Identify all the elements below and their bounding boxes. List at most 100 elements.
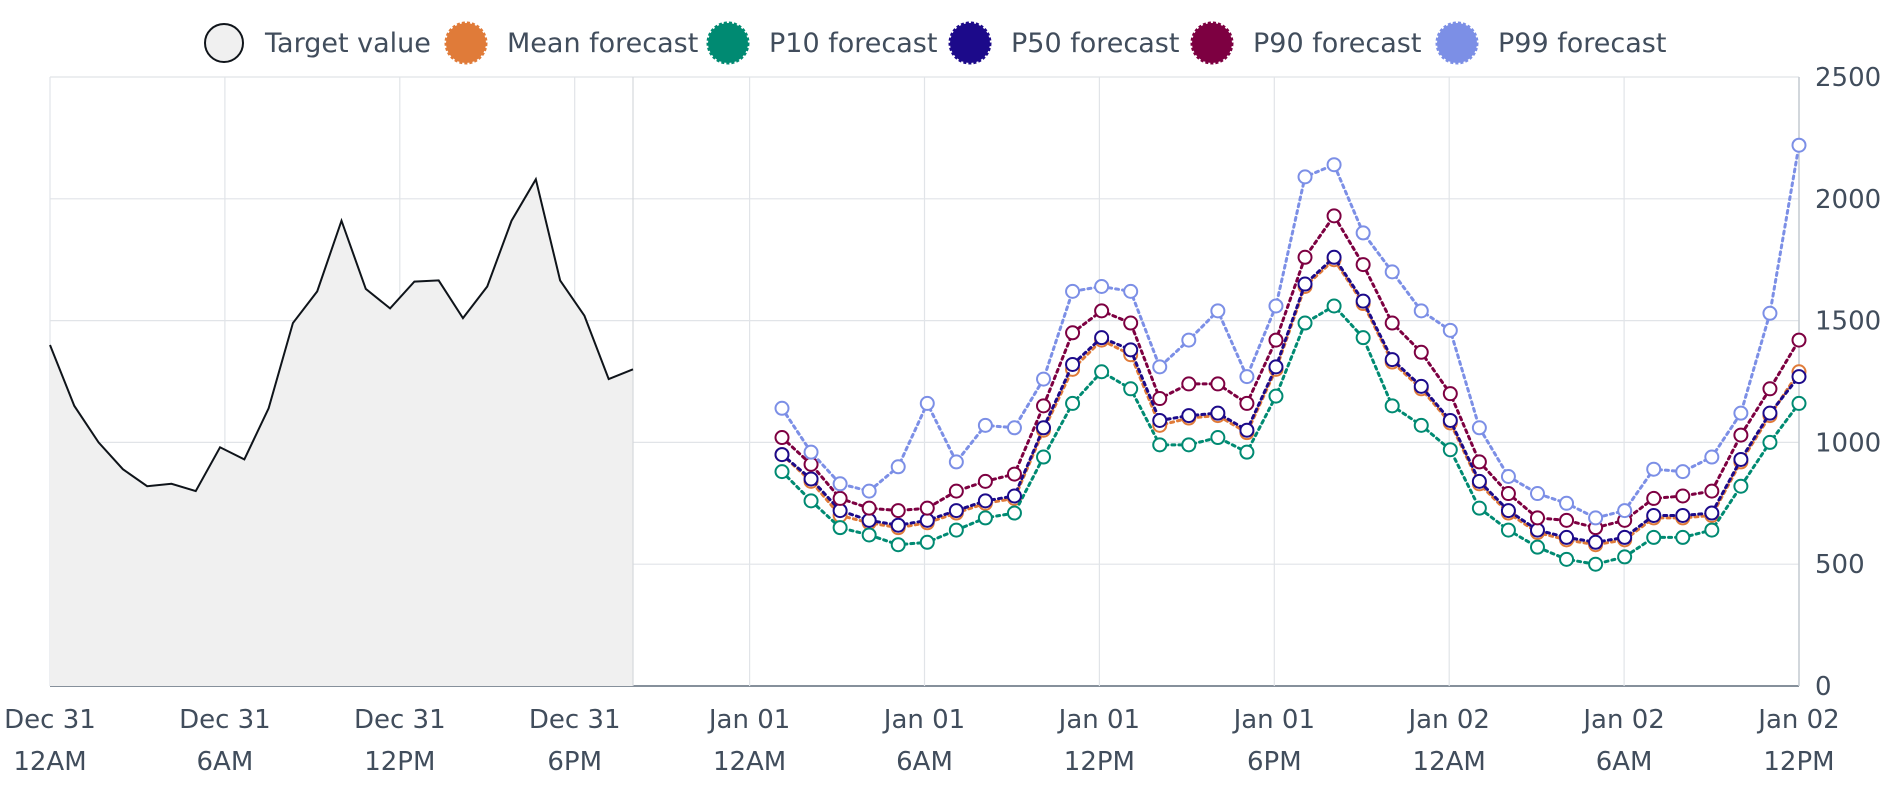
p10-forecast-point (803, 493, 819, 509)
p50-forecast-point (1733, 451, 1749, 467)
p10-forecast-point (1529, 539, 1545, 555)
p99-forecast-point (1123, 283, 1139, 299)
p50-forecast-point (861, 512, 877, 528)
legend-label: P90 forecast (1253, 28, 1421, 59)
p50-forecast-point (774, 447, 790, 463)
p50-forecast-point (1529, 522, 1545, 538)
p10-forecast-point (1210, 430, 1226, 446)
p99-forecast-point (861, 483, 877, 499)
p99-forecast-point (1762, 305, 1778, 321)
p90-forecast-point (1471, 454, 1487, 470)
p90-forecast-series (774, 208, 1807, 536)
p50-forecast-point (1442, 412, 1458, 428)
target-area-layer (49, 77, 634, 686)
p10-forecast-point (1152, 437, 1168, 453)
p10-forecast-point (1239, 444, 1255, 460)
x-tick-label-day: Jan 01 (882, 705, 965, 735)
p90-forecast-point (1123, 315, 1139, 331)
p50-forecast-point (919, 512, 935, 528)
p99-forecast-point (1210, 303, 1226, 319)
p10-forecast-point (977, 510, 993, 526)
p10-forecast-point (1500, 522, 1516, 538)
p90-forecast-point (1500, 486, 1516, 502)
x-tick-label-day: Jan 02 (1406, 705, 1489, 735)
legend-marker-filled (444, 21, 488, 65)
x-tick-label-time: 12AM (1413, 747, 1486, 777)
series-layer (774, 137, 1807, 572)
legend-item-p10-forecast: P10 forecast (706, 21, 937, 65)
p90-forecast-point (1733, 427, 1749, 443)
p10-forecast-point (919, 534, 935, 550)
p50-forecast-point (1268, 359, 1284, 375)
p10-forecast-point (1123, 381, 1139, 397)
p90-forecast-point (919, 500, 935, 516)
x-tick-label-time: 12PM (364, 747, 435, 777)
p99-forecast-point (1791, 137, 1807, 153)
p50-forecast-point (1675, 507, 1691, 523)
p99-forecast-point (1413, 303, 1429, 319)
p90-forecast-point (803, 456, 819, 472)
p99-forecast-point (948, 454, 964, 470)
y-tick-label: 500 (1815, 550, 1865, 580)
p90-forecast-point (1413, 344, 1429, 360)
y-tick-label: 1500 (1815, 307, 1881, 337)
p50-forecast-point (1384, 352, 1400, 368)
p99-forecast-point (1588, 510, 1604, 526)
p10-forecast-point (1733, 478, 1749, 494)
p10-forecast-point (1588, 556, 1604, 572)
legend-marker-filled (948, 21, 992, 65)
x-tick-label-time: 12AM (13, 747, 86, 777)
legend-label: Mean forecast (507, 28, 698, 59)
p10-forecast-point (1065, 395, 1081, 411)
p10-forecast-point (1181, 437, 1197, 453)
p99-forecast-point (1646, 461, 1662, 477)
p99-forecast-series (774, 137, 1807, 526)
p50-forecast-point (1617, 529, 1633, 545)
legend-marker-filled (1190, 21, 1234, 65)
p10-forecast-point (1006, 505, 1022, 521)
p90-forecast-point (1036, 398, 1052, 414)
legend-label: Target value (264, 28, 431, 59)
p90-forecast-point (1268, 332, 1284, 348)
p10-forecast-point (1762, 434, 1778, 450)
p50-forecast-point (1123, 342, 1139, 358)
legend-item-p99-forecast: P99 forecast (1435, 21, 1666, 65)
p99-forecast-point (803, 444, 819, 460)
p90-forecast-point (861, 500, 877, 516)
p50-forecast-point (1355, 293, 1371, 309)
p90-forecast-point (1152, 391, 1168, 407)
p90-forecast-point (977, 473, 993, 489)
x-tick-label-time: 6PM (547, 747, 602, 777)
x-tick-label-day: Dec 31 (4, 705, 96, 735)
p90-forecast-point (1704, 483, 1720, 499)
p10-forecast-point (1617, 549, 1633, 565)
legend-item-p50-forecast: P50 forecast (948, 21, 1179, 65)
p99-forecast-point (1704, 449, 1720, 465)
p99-forecast-point (1733, 405, 1749, 421)
p90-forecast-point (774, 430, 790, 446)
p99-forecast-point (1471, 420, 1487, 436)
legend-item-target-value: Target value (204, 23, 431, 63)
p10-forecast-point (1326, 298, 1342, 314)
axis-layer: 0 500 1000 1500 2000 2500 Dec 31 12AM Dec 31 6AM D… (4, 63, 1881, 777)
p90-forecast-point (1326, 208, 1342, 224)
x-tick-label-time: 6PM (1247, 747, 1302, 777)
p10-forecast-point (832, 520, 848, 536)
p50-forecast-point (1181, 408, 1197, 424)
x-tick-label-time: 12PM (1064, 747, 1135, 777)
p10-forecast-point (774, 464, 790, 480)
x-tick-label-time: 6AM (1596, 747, 1653, 777)
p90-forecast-point (1094, 303, 1110, 319)
target-value-line (49, 176, 634, 493)
p99-forecast-point (1529, 486, 1545, 502)
x-tick-label-time: 6AM (197, 747, 254, 777)
legend-marker-filled (1435, 21, 1479, 65)
p50-forecast-point (1152, 412, 1168, 428)
p99-forecast-point (832, 476, 848, 492)
p50-forecast-point (1646, 507, 1662, 523)
p50-forecast-point (1588, 534, 1604, 550)
legend-marker-filled (706, 21, 750, 65)
p90-forecast-point (1239, 395, 1255, 411)
